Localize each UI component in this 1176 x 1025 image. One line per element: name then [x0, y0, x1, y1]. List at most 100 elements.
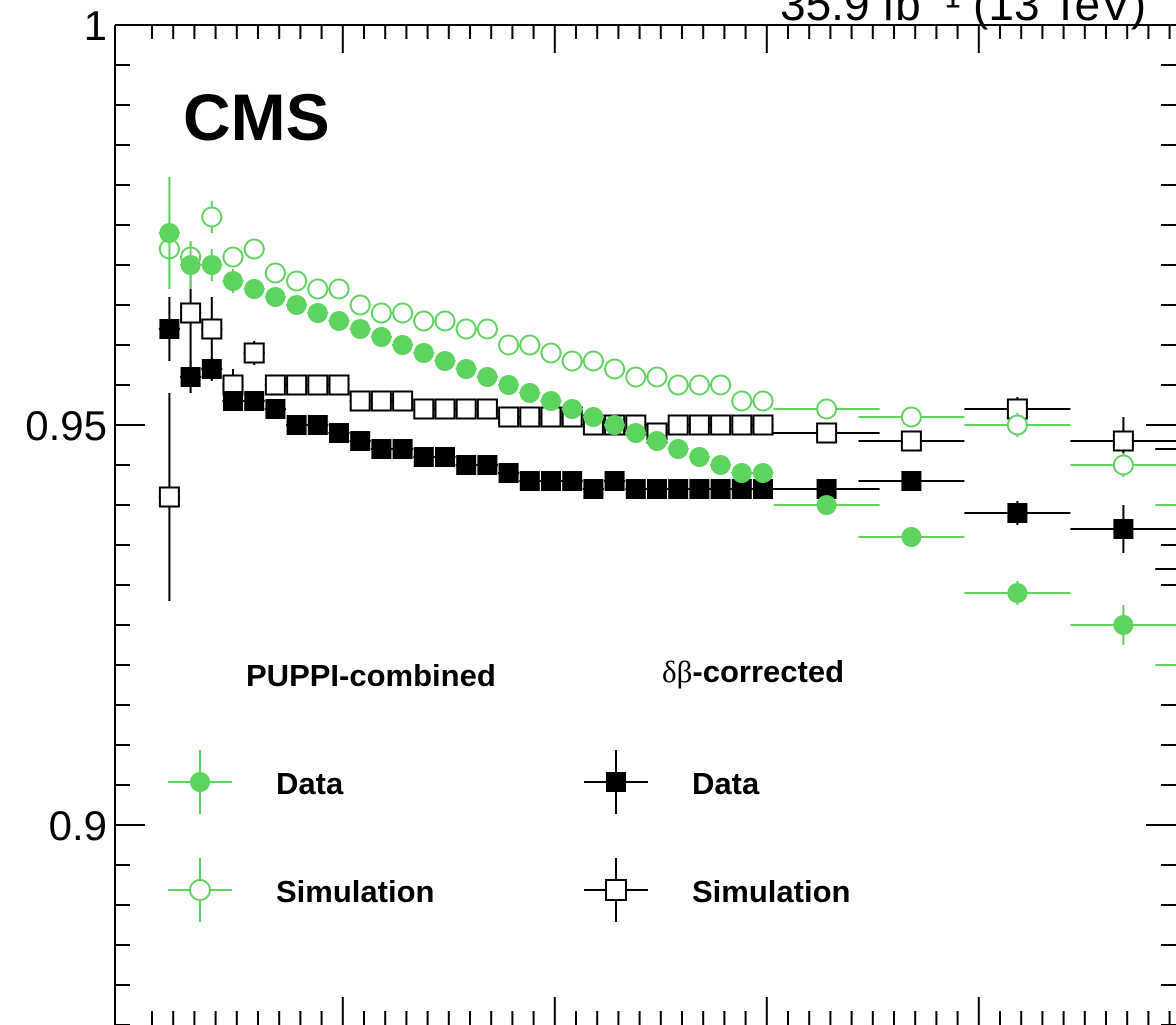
data-point: [456, 455, 477, 475]
data-point: [434, 310, 456, 332]
data-point: [498, 406, 520, 428]
data-point: [1113, 519, 1134, 539]
luminosity-label: 35.9 fb⁻¹ (13 TeV): [780, 0, 1146, 30]
data-point: [731, 414, 753, 436]
y-tick-label: 0.95: [25, 402, 107, 449]
legend-marker-db-data-square: [606, 772, 626, 792]
data-point: [1007, 583, 1028, 603]
data-point: [498, 463, 519, 483]
data-point: [286, 270, 308, 292]
data-point: [562, 399, 583, 419]
legend-marker-db-sim-square: [605, 879, 627, 901]
data-point: [519, 334, 541, 356]
data-point: [455, 318, 477, 340]
data-point: [752, 390, 774, 412]
data-point: [816, 495, 837, 515]
data-point: [710, 455, 731, 475]
data-point: [625, 423, 646, 443]
data-point: [900, 430, 922, 452]
data-point: [158, 486, 180, 508]
data-point: [731, 479, 752, 499]
data-point: [688, 414, 710, 436]
legend-label-db-data: Data: [692, 766, 760, 801]
data-point: [561, 350, 583, 372]
data-point: [519, 383, 540, 403]
data-point: [435, 351, 455, 371]
experiment-label: CMS: [183, 80, 330, 154]
data-point: [243, 342, 265, 364]
data-point: [435, 447, 455, 467]
data-point: [604, 358, 626, 380]
data-point: [689, 479, 710, 499]
legend-label-puppi-data: Data: [276, 766, 344, 801]
data-point: [201, 318, 223, 340]
data-point: [243, 238, 265, 260]
data-point: [201, 359, 222, 379]
data-point: [583, 407, 604, 427]
data-point: [646, 366, 668, 388]
data-point: [476, 318, 498, 340]
data-point: [328, 374, 350, 396]
data-point: [265, 399, 286, 419]
data-point: [456, 359, 477, 379]
data-point: [498, 334, 520, 356]
data-point: [541, 471, 561, 491]
data-point: [349, 390, 371, 412]
data-point: [264, 262, 286, 284]
data-point: [159, 319, 180, 339]
y-tick-label: 1: [84, 2, 107, 49]
data-point: [286, 295, 307, 315]
data-point: [625, 479, 646, 499]
data-point: [816, 398, 838, 420]
data-point: [710, 374, 732, 396]
data-point: [265, 287, 286, 307]
data-point: [688, 374, 710, 396]
series-layer: [158, 177, 1176, 666]
data-point: [180, 367, 201, 387]
data-point: [244, 391, 265, 411]
data-point: [222, 246, 244, 268]
data-point: [350, 319, 371, 339]
data-point: [582, 350, 604, 372]
data-point: [413, 310, 435, 332]
data-point: [307, 303, 328, 323]
series-0: [158, 177, 1176, 666]
data-point: [307, 374, 329, 396]
data-point: [371, 439, 392, 459]
data-point: [519, 406, 541, 428]
legend-label-db-sim: Simulation: [692, 874, 850, 909]
data-point: [413, 447, 434, 467]
legend-marker-puppi-data-dot: [190, 772, 210, 792]
data-point: [244, 279, 265, 299]
data-point: [159, 223, 180, 243]
data-point: [1006, 414, 1028, 436]
data-point: [370, 302, 392, 324]
data-point: [667, 374, 689, 396]
data-point: [477, 455, 498, 475]
y-tick-labels: 1 0.95 0.9: [25, 2, 107, 849]
legend-header-deltabeta-text: -corrected: [692, 654, 844, 689]
data-point: [328, 278, 350, 300]
data-point: [753, 479, 773, 499]
data-point: [223, 271, 243, 291]
data-point: [307, 278, 329, 300]
data-point: [1112, 454, 1134, 476]
legend-label-puppi-sim: Simulation: [276, 874, 434, 909]
data-point: [350, 431, 371, 451]
data-point: [477, 367, 498, 387]
data-point: [752, 414, 774, 436]
data-point: [667, 414, 689, 436]
series-1: [158, 201, 1176, 506]
legend-marker-puppi-data: [168, 750, 232, 814]
data-point: [1113, 615, 1134, 635]
legend-marker-puppi-sim: [168, 858, 232, 922]
data-point: [816, 422, 838, 444]
data-point: [541, 391, 561, 411]
series-2: [158, 297, 1176, 570]
data-point: [392, 390, 414, 412]
data-point: [413, 398, 435, 420]
data-point: [286, 415, 307, 435]
legend-header-deltabeta-symbol: δβ: [662, 654, 692, 689]
data-point: [371, 327, 392, 347]
data-point: [329, 311, 349, 331]
